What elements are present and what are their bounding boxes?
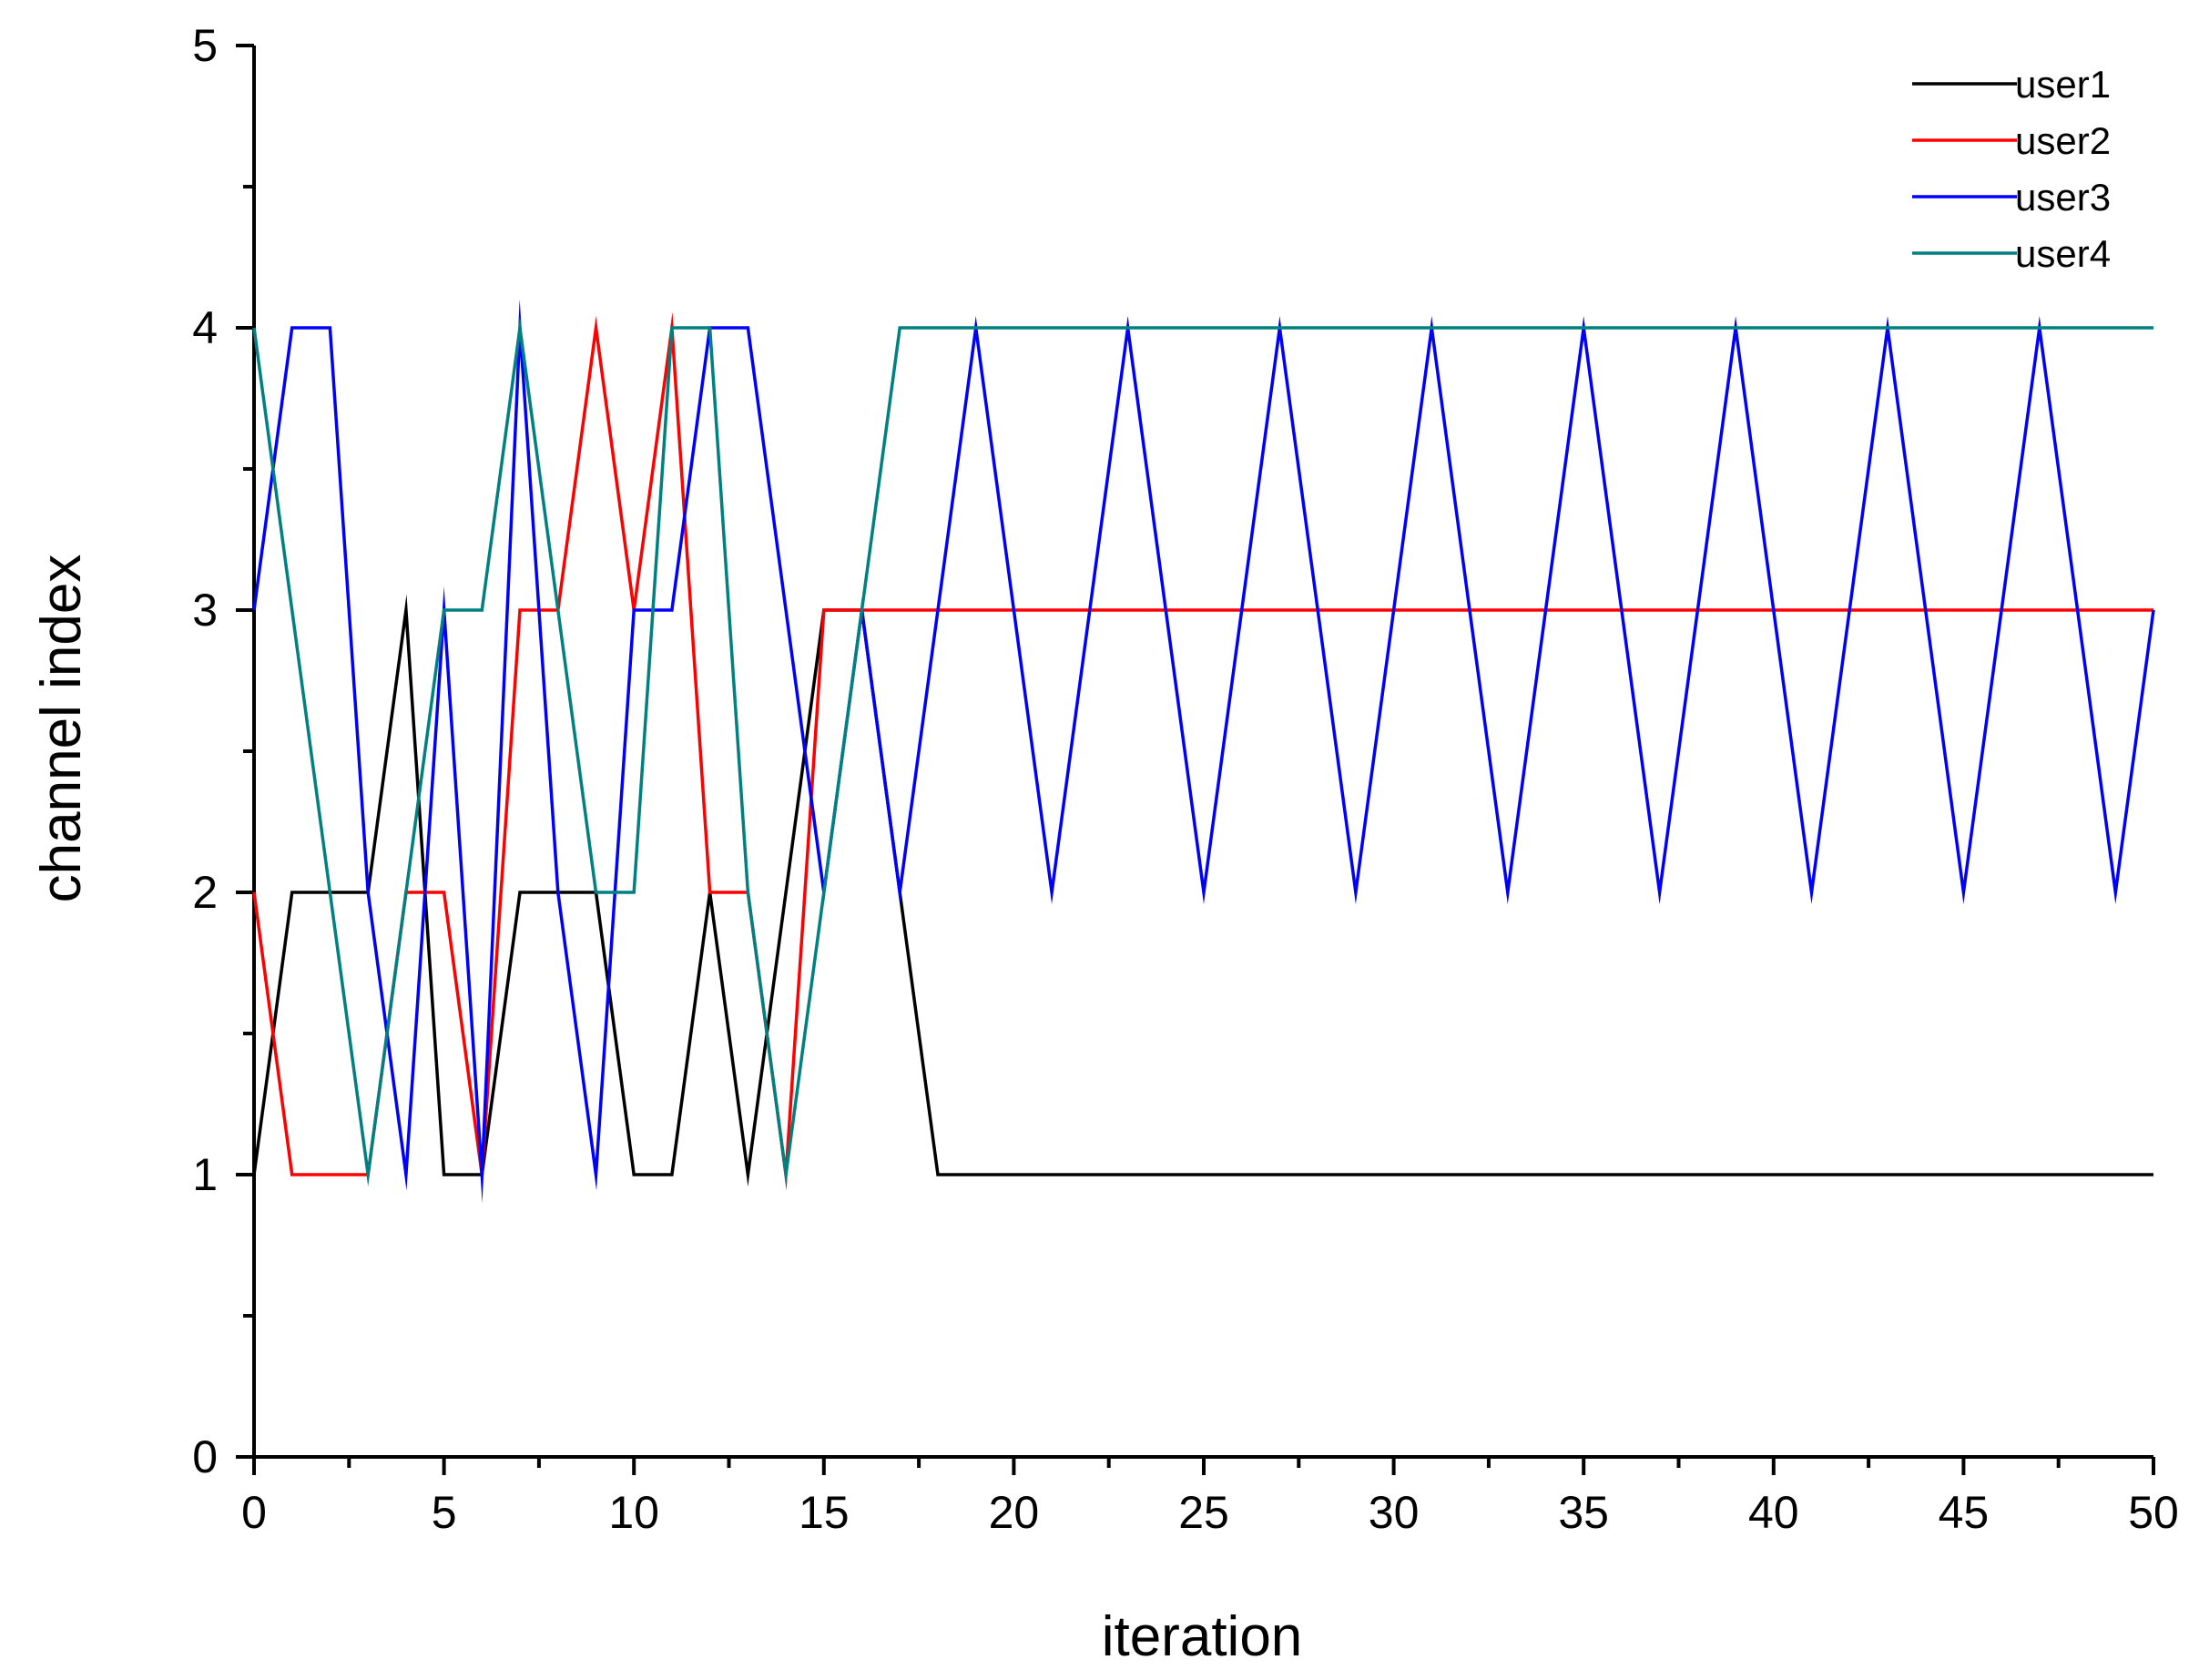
- x-tick-label: 15: [799, 1487, 850, 1538]
- x-tick-label: 20: [989, 1487, 1040, 1538]
- x-tick-label: 10: [608, 1487, 659, 1538]
- x-tick-label: 25: [1178, 1487, 1229, 1538]
- y-tick-label: 2: [192, 867, 218, 918]
- x-tick-label: 5: [432, 1487, 457, 1538]
- x-tick-label: 0: [241, 1487, 267, 1538]
- series-line-user3: [252, 299, 2155, 1204]
- y-axis-title: channel index: [30, 555, 93, 903]
- x-tick-label: 35: [1558, 1487, 1609, 1538]
- legend-label-user4: user4: [2015, 232, 2111, 275]
- series-line-user2: [252, 311, 2153, 1191]
- y-tick-label: 5: [192, 20, 218, 71]
- x-tick-label: 30: [1369, 1487, 1420, 1538]
- series-lines: [252, 299, 2155, 1204]
- y-tick-label: 3: [192, 585, 218, 636]
- x-tick-label: 50: [2128, 1487, 2179, 1538]
- x-tick-label: 40: [1748, 1487, 1799, 1538]
- legend-label-user2: user2: [2015, 119, 2111, 162]
- x-axis-title: iteration: [1102, 1605, 1303, 1668]
- y-tick-label: 0: [192, 1431, 218, 1482]
- series-line-user1: [252, 594, 2153, 1187]
- series-line-user4: [252, 315, 2153, 1187]
- y-tick-label: 4: [192, 302, 218, 353]
- legend-label-user3: user3: [2015, 176, 2111, 219]
- x-tick-label: 45: [1939, 1487, 1990, 1538]
- y-tick-label: 1: [192, 1149, 218, 1200]
- legend-label-user1: user1: [2015, 63, 2111, 106]
- legend: user1 user2 user3 user4: [1912, 63, 2111, 275]
